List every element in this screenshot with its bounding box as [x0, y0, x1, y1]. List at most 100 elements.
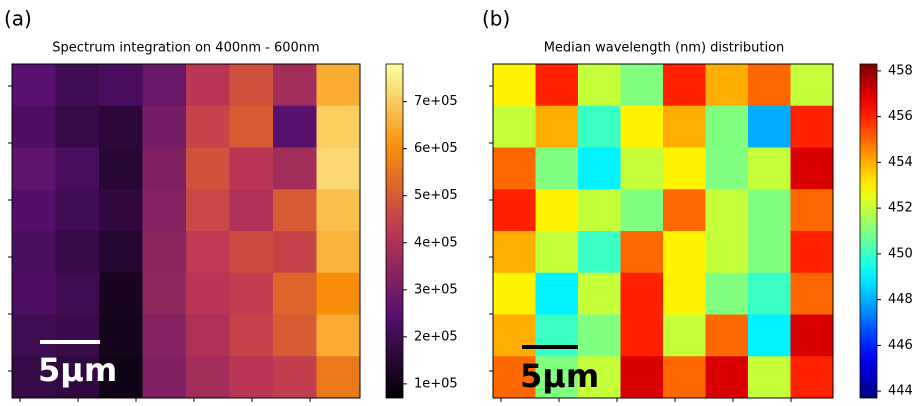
heatmap-cell: [55, 356, 100, 399]
heatmap-cell: [663, 314, 706, 357]
heatmap-cell: [493, 314, 536, 357]
heatmap-cell: [535, 272, 579, 315]
heatmap-cell: [55, 231, 100, 274]
heatmap-cell: [55, 189, 100, 232]
heatmap-cell: [12, 314, 56, 357]
colorbar-tick-label: 3e+05: [414, 282, 458, 297]
heatmap-cell: [229, 105, 274, 148]
heatmap-cell: [12, 231, 56, 274]
heatmap-cell: [12, 356, 56, 399]
heatmap-cell: [748, 189, 791, 232]
colorbar-tick-label: 448: [888, 292, 913, 307]
heatmap-cell: [186, 314, 230, 357]
heatmap-cell: [99, 272, 143, 315]
colorbar-tick-label: 454: [888, 155, 913, 170]
colorbar-tick-label: 4e+05: [414, 235, 458, 250]
heatmap-cell: [316, 105, 361, 148]
heatmap-cell: [535, 64, 579, 107]
heatmap-cell: [790, 272, 834, 315]
heatmap-cell: [229, 314, 274, 357]
heatmap-cell: [316, 356, 361, 399]
heatmap-cell: [493, 272, 536, 315]
heatmap-cell: [705, 231, 749, 274]
heatmap-cell: [186, 189, 230, 232]
colorbar-tick-label: 6e+05: [414, 141, 458, 156]
heatmap-cell: [535, 231, 579, 274]
plot-frame: [11, 63, 361, 399]
heatmap-cell: [316, 314, 361, 357]
heatmap-cell: [142, 356, 187, 399]
heatmap-cell: [535, 147, 579, 190]
heatmap-cell: [273, 64, 317, 107]
heatmap-cell: [493, 105, 536, 148]
heatmap-cell: [535, 356, 579, 399]
heatmap-cell: [12, 105, 56, 148]
chart-title: Spectrum integration on 400nm - 600nm: [52, 41, 319, 56]
heatmap-cell: [229, 231, 274, 274]
heatmap-cell: [535, 189, 579, 232]
heatmap-cell: [493, 356, 536, 399]
heatmap-cell: [493, 231, 536, 274]
colorbar-tick-label: 2e+05: [414, 329, 458, 344]
heatmap-cell: [578, 105, 621, 148]
heatmap-cell: [142, 314, 187, 357]
heatmap-cell: [620, 272, 664, 315]
heatmap-cell: [578, 189, 621, 232]
heatmap-cell: [705, 147, 749, 190]
heatmap-cell: [186, 356, 230, 399]
panel-label: (a): [4, 7, 32, 31]
heatmap-cell: [12, 272, 56, 315]
heatmap-cell: [663, 64, 706, 107]
heatmap-cell: [142, 272, 187, 315]
heatmap-cell: [55, 105, 100, 148]
heatmap-cell: [705, 272, 749, 315]
heatmap-cell: [493, 189, 536, 232]
heatmap-cell: [620, 64, 664, 107]
heatmap-cell: [790, 105, 834, 148]
heatmap-cell: [273, 189, 317, 232]
heatmap-cell: [535, 314, 579, 357]
heatmap-cell: [99, 231, 143, 274]
heatmap-cell: [186, 231, 230, 274]
heatmap-cell: [535, 105, 579, 148]
heatmap-cell: [316, 272, 361, 315]
heatmap-cell: [578, 272, 621, 315]
heatmap-cell: [55, 64, 100, 107]
heatmap-cell: [620, 356, 664, 399]
heatmap-cell: [229, 189, 274, 232]
heatmap-cell: [620, 105, 664, 148]
heatmap-cell: [748, 147, 791, 190]
colorbar-tick-label: 456: [888, 109, 913, 124]
heatmap-cell: [99, 356, 143, 399]
heatmap-cell: [705, 356, 749, 399]
colorbar-tick-label: 5e+05: [414, 188, 458, 203]
heatmap-cell: [229, 64, 274, 107]
heatmap-cell: [578, 64, 621, 107]
heatmap-cell: [99, 147, 143, 190]
heatmap-cell: [748, 64, 791, 107]
heatmap-cell: [748, 231, 791, 274]
heatmap-cell: [493, 147, 536, 190]
heatmap-cell: [663, 147, 706, 190]
heatmap-cell: [273, 272, 317, 315]
heatmap-cell: [99, 105, 143, 148]
heatmap-cell: [273, 105, 317, 148]
heatmap-cell: [663, 231, 706, 274]
heatmap-cell: [229, 272, 274, 315]
heatmap-cell: [663, 105, 706, 148]
colorbar-tick-label: 1e+05: [414, 376, 458, 391]
heatmap-cell: [186, 105, 230, 148]
heatmap-cell: [12, 64, 56, 107]
heatmap-cell: [316, 147, 361, 190]
heatmap-cell: [663, 189, 706, 232]
chart-title: Median wavelength (nm) distribution: [544, 41, 785, 56]
heatmap-cell: [273, 356, 317, 399]
heatmap-cell: [186, 147, 230, 190]
colorbar: [385, 63, 404, 399]
heatmap-cell: [99, 314, 143, 357]
heatmap-cell: [273, 147, 317, 190]
heatmap-cell: [99, 64, 143, 107]
heatmap-cell: [663, 356, 706, 399]
panel-label: (b): [482, 7, 510, 31]
